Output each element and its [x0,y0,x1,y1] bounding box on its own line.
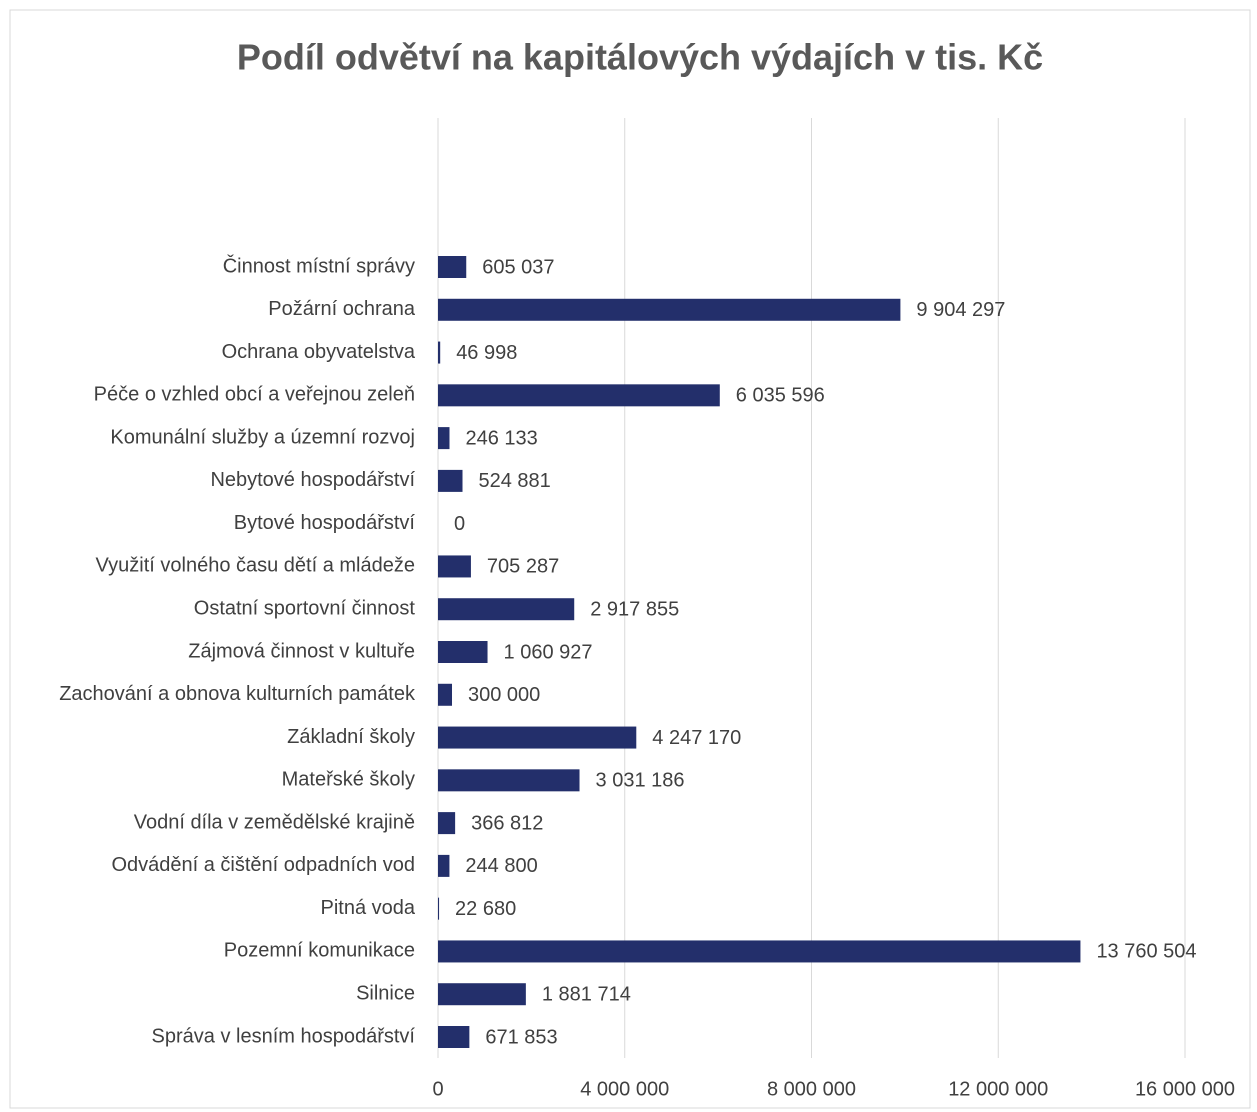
y-tick-label: Odvádění a čištění odpadních vod [111,854,415,876]
y-tick-label: Nebytové hospodářství [210,469,415,491]
data-label: 3 031 186 [596,770,685,792]
data-label: 244 800 [465,855,537,877]
y-tick-label: Využití volného času dětí a mládeže [96,555,415,577]
bar [438,940,1081,963]
data-label: 366 812 [471,812,543,834]
x-tick-label: 16 000 000 [1135,1078,1235,1100]
bar [438,726,637,749]
bar [438,1026,470,1048]
data-label: 1 060 927 [504,641,593,663]
bar [438,427,450,450]
x-tick-label: 0 [432,1078,443,1100]
data-label: 705 287 [487,556,559,578]
bar [438,598,575,621]
data-label: 13 760 504 [1096,941,1196,963]
y-tick-label: Péče o vzhled obcí a veřejnou zeleň [94,384,415,406]
x-tick-label: 12 000 000 [948,1078,1048,1100]
bar [438,256,467,278]
data-label: 671 853 [485,1026,557,1048]
y-tick-label: Mateřské školy [282,769,415,791]
bar [438,897,440,920]
data-label: 0 [454,513,465,535]
y-tick-label: Zájmová činnost v kultuře [188,640,415,662]
y-tick-label: Ochrana obyvatelstva [222,341,416,363]
y-tick-label: Zachování a obnova kulturních památek [59,683,416,705]
y-tick-label: Požární ochrana [268,298,416,320]
data-label: 1 881 714 [542,984,631,1006]
y-tick-label: Pitná voda [320,897,415,919]
x-tick-label: 4 000 000 [580,1078,669,1100]
data-label: 4 247 170 [652,727,741,749]
data-label: 605 037 [482,256,554,278]
bar [438,341,441,364]
bar [438,298,901,321]
bar [438,641,488,663]
x-tick-label: 8 000 000 [767,1078,856,1100]
data-label: 9 904 297 [916,299,1005,321]
y-tick-label: Základní školy [287,726,415,748]
chart-border [9,9,1251,1109]
y-tick-label: Komunální služby a územní rozvoj [110,426,415,448]
bar [438,854,450,877]
y-tick-label: Činnost místní správy [223,254,415,277]
bar [438,555,471,578]
data-label: 6 035 596 [736,385,825,407]
bar [438,812,456,835]
bar [438,983,526,1006]
data-label: 2 917 855 [590,599,679,621]
bar [438,469,463,492]
y-tick-label: Bytové hospodářství [234,512,416,534]
y-tick-label: Vodní díla v zemědělské krajině [134,811,415,833]
data-label: 524 881 [479,470,551,492]
y-tick-label: Správa v lesním hospodářství [152,1025,416,1047]
y-tick-label: Pozemní komunikace [224,940,415,962]
data-label: 300 000 [468,684,540,706]
y-tick-label: Silnice [356,983,415,1005]
data-label: 46 998 [456,342,517,364]
bar [438,683,453,706]
bar [438,384,720,407]
y-tick-label: Ostatní sportovní činnost [194,598,416,620]
data-label: 22 680 [455,898,516,920]
chart-title: Podíl odvětví na kapitálových výdajích v… [237,37,1043,78]
bar [438,769,580,792]
data-label: 246 133 [465,427,537,449]
